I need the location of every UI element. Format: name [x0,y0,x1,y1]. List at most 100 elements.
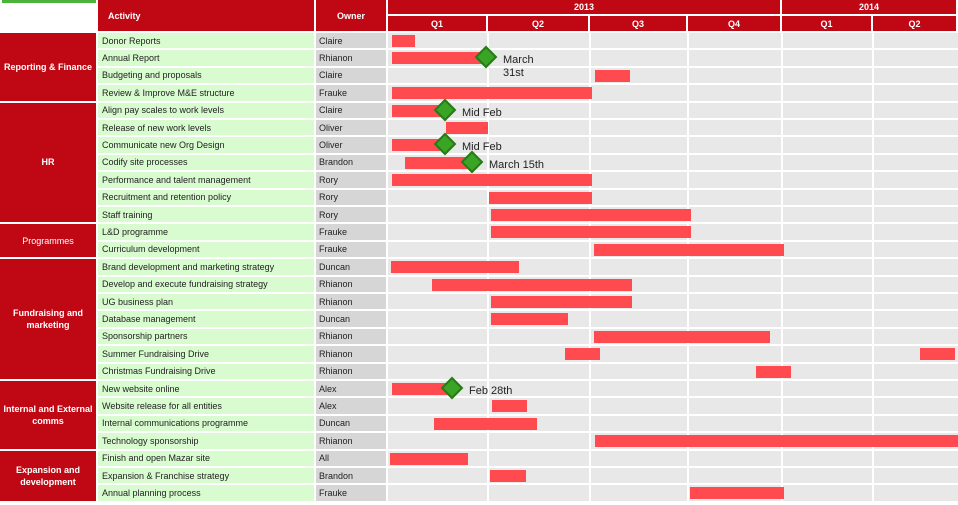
timeline-row [388,381,958,397]
task-bar[interactable] [392,35,415,47]
task-bar[interactable] [920,348,955,361]
task-bar[interactable] [690,487,784,500]
activity-cell: Brand development and marketing strategy [98,259,314,275]
timeline-row [388,120,958,136]
activity-cell: Expansion & Franchise strategy [98,468,314,484]
task-bar[interactable] [756,365,791,378]
task-bar[interactable] [491,209,691,221]
owner-cell: Claire [316,33,386,49]
timeline-row [388,50,958,66]
timeline-row [388,259,958,275]
timeline-row [388,33,958,49]
quarter-header: Q4 [688,16,780,31]
quarter-header: Q2 [873,16,956,31]
owner-cell: All [316,450,386,466]
year-header: 2014 [782,0,956,14]
activity-cell: Release of new work levels [98,120,314,136]
activity-cell: Annual planning process [98,485,314,501]
owner-cell: Brandon [316,154,386,171]
activity-cell: Annual Report [98,50,314,66]
activity-cell: Review & Improve M&E structure [98,85,314,101]
activity-cell: New website online [98,381,314,397]
activity-cell: Christmas Fundraising Drive [98,363,314,379]
task-bar[interactable] [392,104,445,117]
task-bar[interactable] [595,69,630,82]
task-bar[interactable] [392,383,452,395]
task-bar[interactable] [491,313,568,326]
owner-cell: Oliver [316,137,386,153]
quarter-divider [872,33,874,505]
activity-cell: Website release for all entities [98,398,314,414]
task-bar[interactable] [492,400,527,413]
owner-cell: Alex [316,398,386,414]
timeline-row [388,398,958,414]
timeline-row [388,102,958,118]
activity-cell: Summer Fundraising Drive [98,346,314,362]
activity-cell: Curriculum development [98,241,314,258]
group-label: Reporting & Finance [0,33,96,101]
group-label: Programmes [0,224,96,258]
timeline-row [388,485,958,501]
activity-cell: Codify site processes [98,154,314,171]
task-bar[interactable] [491,296,632,308]
quarter-divider [781,33,783,505]
task-bar[interactable] [489,191,592,204]
activity-cell: Performance and talent management [98,172,314,188]
milestone-label: Mid Feb [462,106,502,119]
activity-cell: Recruitment and retention policy [98,189,314,205]
quarter-divider [589,33,591,505]
activity-cell: L&D programme [98,224,314,240]
timeline-row [388,67,958,84]
owner-cell: Rhianon [316,50,386,66]
task-bar[interactable] [392,52,486,65]
year-header: 2013 [388,0,780,14]
task-bar[interactable] [391,261,519,274]
owner-cell: Claire [316,67,386,84]
activity-cell: Technology sponsorship [98,433,314,449]
owner-cell: Duncan [316,311,386,327]
task-bar[interactable] [432,278,632,291]
milestone-label: Feb 28th [469,385,513,397]
timeline-row [388,137,958,153]
task-bar[interactable] [392,139,445,152]
quarter-header: Q1 [782,16,871,31]
task-bar[interactable] [565,348,600,361]
task-bar[interactable] [594,243,784,256]
activity-cell: Sponsorship partners [98,328,314,345]
activity-cell: Finish and open Mazar site [98,450,314,466]
owner-cell: Alex [316,381,386,397]
quarter-header: Q3 [590,16,686,31]
timeline-row [388,450,958,466]
owner-cell: Rory [316,189,386,205]
group-label: Expansion and development [0,450,96,501]
activity-cell: Align pay scales to work levels [98,102,314,118]
owner-cell: Rhianon [316,346,386,362]
timeline-row [388,346,958,362]
milestone-label: March 15th [489,158,545,171]
quarter-divider [687,33,689,505]
owner-cell: Duncan [316,415,386,432]
top-accent-line [2,0,96,3]
task-bar[interactable] [490,470,526,482]
task-bar[interactable] [390,452,468,465]
task-bar[interactable] [491,226,691,239]
task-bar[interactable] [594,330,770,343]
task-bar[interactable] [392,87,592,100]
group-label: Internal and External comms [0,381,96,449]
activity-header: Activity [98,0,314,31]
task-bar[interactable] [434,417,537,430]
quarter-header: Q2 [488,16,588,31]
owner-cell: Duncan [316,259,386,275]
task-bar[interactable] [392,174,592,187]
activity-cell: Develop and execute fundraising strategy [98,276,314,292]
group-label: Fundraising and marketing [0,259,96,379]
task-bar[interactable] [446,122,488,134]
milestone-label: March 31st [503,54,534,80]
timeline-row [388,363,958,379]
owner-cell: Rory [316,207,386,223]
owner-cell: Rhianon [316,328,386,345]
task-bar[interactable] [405,156,472,169]
task-bar[interactable] [595,435,958,448]
activity-cell: Database management [98,311,314,327]
activity-cell: Internal communications programme [98,415,314,432]
